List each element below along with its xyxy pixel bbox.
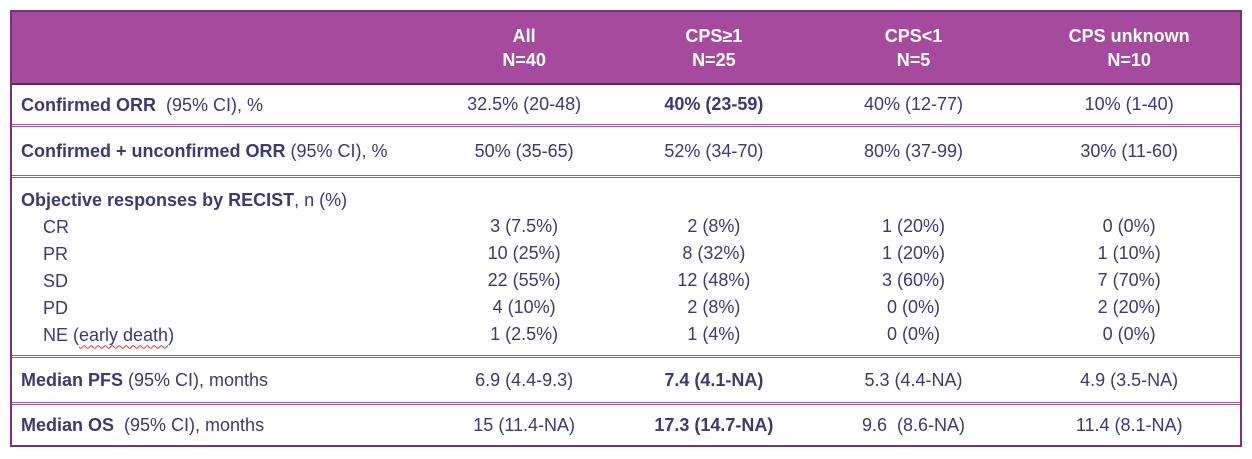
row-label-bold: Confirmed + unconfirmed ORR	[21, 141, 286, 161]
col-header-cps-ge1-title: CPS≥1	[685, 25, 743, 46]
value-cell-cps-ge1: 1 (4%)	[687, 324, 741, 344]
value-cell-cps-ge1: 7.4 (4.1-NA)	[664, 369, 764, 390]
value-cell-all: 4 (10%)	[492, 297, 556, 317]
value-cell-cps-ge1: 52% (34-70)	[664, 140, 764, 161]
section-label-rest: , n (%)	[294, 189, 348, 210]
table-header-row: All N=40 CPS≥1 N=25 CPS<1 N=5 CPS unknow…	[12, 12, 1240, 85]
section-label-bold: Objective responses by RECIST	[21, 189, 295, 210]
subrow-label-ne: NE (early death)	[12, 323, 429, 347]
value-cell-cps-unknown: 30% (11-60)	[1080, 140, 1179, 161]
value-cell-cps-unknown: 11.4 (8.1-NA)	[1075, 414, 1183, 435]
row-label-bold: Median OS	[21, 415, 115, 435]
col-header-all-n: N=40	[502, 49, 546, 70]
row-confirmed-orr: Confirmed ORR (95% CI), % 32.5% (20-48) …	[12, 85, 1240, 124]
value-cell-cps-ge1: 17.3 (14.7-NA)	[654, 414, 774, 435]
row-label-rest: (95% CI), %	[156, 94, 264, 115]
value-cell-cps-lt1: 9.6 (8.6-NA)	[862, 414, 966, 435]
value-cell-cps-lt1: 1 (20%)	[882, 243, 946, 263]
value-cell-cps-lt1: 80% (37-99)	[863, 140, 964, 161]
ne-label-pre: NE (	[43, 324, 79, 345]
col-header-cps-ge1-n: N=25	[692, 49, 736, 70]
row-label: Confirmed + unconfirmed ORR (95% CI), %	[12, 139, 429, 163]
col-header-cps-ge1: CPS≥1 N=25	[619, 24, 809, 72]
value-cell-cps-lt1: 3 (60%)	[882, 270, 946, 290]
value-cell-cps-unknown: 1 (10%)	[1097, 243, 1161, 263]
value-cell-all: 3 (7.5%)	[490, 216, 559, 236]
value-cell-all: 22 (55%)	[487, 270, 561, 290]
value-cell-cps-lt1: 0 (0%)	[887, 324, 941, 344]
row-label: Confirmed ORR (95% CI), %	[12, 93, 429, 117]
value-cell-cps-ge1: 8 (32%)	[682, 243, 746, 263]
subrow-label-pd: PD	[43, 297, 69, 318]
ne-label-post: )	[168, 324, 175, 345]
row-label-rest: (95% CI), months	[114, 415, 265, 435]
results-table: All N=40 CPS≥1 N=25 CPS<1 N=5 CPS unknow…	[10, 10, 1242, 447]
col-header-all: All N=40	[429, 24, 619, 72]
col-header-cps-lt1-n: N=5	[896, 49, 931, 70]
value-cell-all: 32.5% (20-48)	[467, 94, 582, 114]
row-objective-responses-recist: Objective responses by RECIST, n (%) CR …	[12, 175, 1240, 355]
value-cell-cps-unknown: 0 (0%)	[1102, 216, 1156, 236]
col-header-cps-unknown: CPS unknown N=10	[1018, 24, 1240, 72]
subrow-label-sd: SD	[43, 270, 69, 291]
value-cell-all: 15 (11.4-NA)	[473, 414, 576, 435]
row-label-rest: (95% CI), %	[285, 141, 388, 161]
value-cell-cps-unknown: 7 (70%)	[1097, 270, 1161, 290]
value-cell-all: 1 (2.5%)	[490, 324, 559, 344]
value-cell-cps-lt1: 40% (12-77)	[863, 94, 964, 114]
row-median-os: Median OS (95% CI), months 15 (11.4-NA) …	[12, 402, 1240, 445]
col-header-cps-lt1: CPS<1 N=5	[809, 24, 1019, 72]
value-cell-cps-unknown: 10% (1-40)	[1084, 94, 1174, 114]
ne-label-spellcheck: early death	[79, 324, 169, 345]
value-cell-cps-lt1: 1 (20%)	[882, 216, 946, 236]
value-cell-cps-ge1: 12 (48%)	[677, 270, 751, 290]
subrow-label-cr: CR	[43, 216, 69, 237]
subrow-label-pr: PR	[43, 243, 69, 264]
row-label-bold: Confirmed ORR	[21, 94, 156, 115]
value-cell-cps-lt1: 0 (0%)	[887, 297, 941, 317]
row-confirmed-unconfirmed-orr: Confirmed + unconfirmed ORR (95% CI), % …	[12, 124, 1240, 175]
row-median-pfs: Median PFS (95% CI), months 6.9 (4.4-9.3…	[12, 355, 1240, 402]
value-cell-cps-unknown: 0 (0%)	[1102, 324, 1156, 344]
value-cell-all: 50% (35-65)	[474, 140, 574, 161]
row-label: Median PFS (95% CI), months	[12, 368, 429, 392]
value-cell-cps-lt1: 5.3 (4.4-NA)	[864, 369, 963, 390]
row-label-rest: (95% CI), months	[123, 370, 269, 390]
col-header-cps-unknown-n: N=10	[1107, 49, 1151, 70]
value-cell-cps-ge1: 2 (8%)	[687, 216, 741, 236]
value-cell-cps-ge1: 40% (23-59)	[664, 94, 764, 114]
value-cell-all: 10 (25%)	[487, 243, 561, 263]
value-cell-cps-unknown: 4.9 (3.5-NA)	[1080, 369, 1179, 390]
value-cell-all: 6.9 (4.4-9.3)	[475, 369, 574, 390]
col-header-cps-unknown-title: CPS unknown	[1068, 25, 1190, 46]
row-label-bold: Median PFS	[21, 370, 124, 390]
row-label: Median OS (95% CI), months	[12, 413, 429, 437]
value-cell-cps-unknown: 2 (20%)	[1097, 297, 1161, 317]
section-label: Objective responses by RECIST, n (%)	[12, 188, 1240, 212]
value-cell-cps-ge1: 2 (8%)	[687, 297, 741, 317]
col-header-all-title: All	[512, 25, 536, 46]
col-header-cps-lt1-title: CPS<1	[884, 25, 943, 46]
